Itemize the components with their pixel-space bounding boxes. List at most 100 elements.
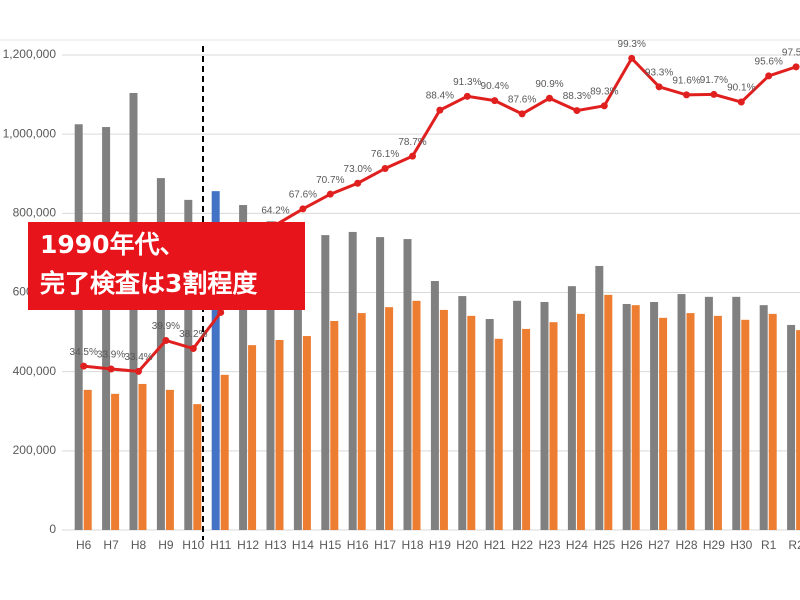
bar [156,178,165,530]
line-point [491,97,499,105]
bar [403,239,412,530]
grid: 0200,000400,000600,000800,0001,000,0001,… [3,47,800,552]
bar [430,281,439,530]
x-tick-label: H19 [429,538,451,552]
x-tick-label: H15 [319,538,341,552]
data-label: 67.6% [289,190,317,201]
x-tick-label: H17 [374,538,396,552]
line-point [573,107,581,115]
bar [275,340,284,530]
data-label: 64.2% [261,206,289,217]
x-tick-label: H16 [347,538,369,552]
x-tick-label: H30 [730,538,752,552]
bar [522,328,531,530]
line-point [217,308,225,316]
bar [467,315,476,530]
y-tick-label: 800,000 [13,206,57,220]
bar [494,338,503,530]
x-tick-label: H24 [566,538,588,552]
line-point [737,98,745,106]
bar [741,319,750,530]
data-label: 90.1% [727,83,755,94]
bar [732,296,741,530]
ratio-line: 34.5%33.9%33.4%39.9%38.2%45.8%56.0%64.2%… [70,39,800,375]
x-tick-label: H12 [237,538,259,552]
bar [111,393,120,530]
bar [248,345,257,530]
bar [513,300,522,530]
bar [129,93,138,530]
data-label: 87.6% [508,95,536,106]
bar [220,374,229,530]
bar [376,237,385,531]
bar [385,307,394,530]
data-label: 76.1% [371,149,399,160]
y-tick-label: 1,000,000 [3,126,57,140]
data-label: 88.4% [426,91,454,102]
line-point [354,179,362,187]
bar [412,300,421,530]
data-label: 73.0% [344,164,372,175]
data-label: 99.3% [618,39,646,50]
line-point [381,165,389,173]
x-tick-label: R1 [761,538,777,552]
x-tick-label: H13 [264,538,286,552]
y-tick-label: 200,000 [13,443,57,457]
line-point [162,336,170,344]
bar [576,313,585,530]
data-label: 91.6% [672,76,700,87]
line-point [80,362,88,370]
line-point [189,345,197,353]
line-point [409,152,416,160]
bar [266,221,275,530]
data-label: 70.7% [316,175,344,186]
bar [458,296,467,530]
bar [439,309,448,530]
x-tick-label: H20 [456,538,478,552]
y-tick-label: 400,000 [13,364,57,378]
bar [604,294,613,530]
x-tick-label: H27 [648,538,670,552]
bar [83,389,92,530]
bar [485,319,494,530]
line-point [463,92,471,100]
x-tick-label: H29 [703,538,725,552]
line-point [546,94,553,102]
line-point [765,72,773,80]
bar [567,286,576,530]
annotation: 1990年代、 完了検査は3割程度 [28,222,305,310]
line-point [518,110,526,118]
data-label: 88.3% [563,91,591,102]
bar [302,336,311,530]
x-tick-label: H6 [76,538,92,552]
bar [713,315,722,530]
line-point [299,205,307,213]
bar [650,302,659,530]
bar [768,313,777,530]
line-point [107,365,115,373]
data-label: 38.2% [179,329,207,340]
y-tick-label: 0 [49,522,56,536]
data-label: 33.4% [124,352,152,363]
data-label: 95.6% [755,57,783,68]
bar [102,127,111,531]
x-tick-label: H10 [182,538,204,552]
x-tick-label: H23 [538,538,560,552]
bar [540,302,549,530]
x-tick-label: H21 [484,538,506,552]
data-label: 39.9% [152,321,180,332]
bar [239,205,248,531]
bar [165,389,174,530]
x-tick-label: H7 [103,538,119,552]
bar [138,383,147,530]
bar [686,313,695,530]
bar [211,191,220,530]
x-tick-label: H9 [158,538,174,552]
bar [595,265,604,530]
x-tick-label: H28 [675,538,697,552]
bar [357,313,366,530]
bar [677,294,686,530]
bars [74,93,800,531]
line-point [628,54,636,62]
